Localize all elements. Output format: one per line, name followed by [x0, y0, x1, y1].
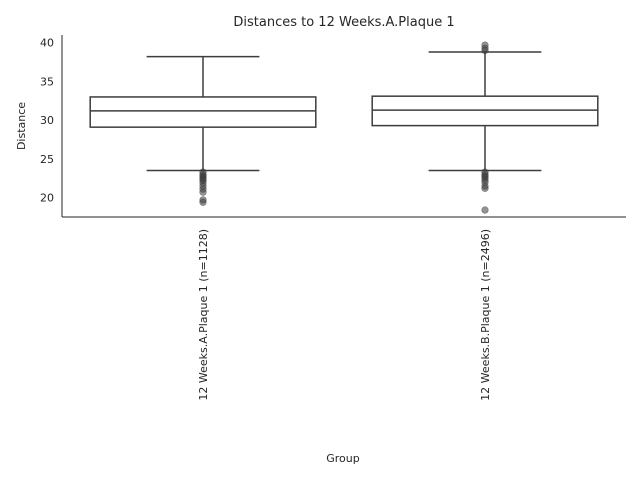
chart-title: Distances to 12 Weeks.A.Plaque 1 — [233, 15, 454, 30]
y-tick-label: 30 — [40, 114, 54, 127]
y-tick-label: 35 — [40, 75, 54, 88]
x-tick-label: 12 Weeks.B.Plaque 1 (n=2496) — [479, 229, 492, 401]
y-tick-label: 20 — [40, 192, 54, 205]
y-axis: 20 25 30 35 40 — [40, 35, 63, 217]
box-iqr — [89, 96, 317, 128]
outlier-point — [481, 206, 489, 214]
x-tick-label: 12 Weeks.A.Plaque 1 (n=1128) — [197, 229, 210, 401]
y-tick-label: 25 — [40, 153, 54, 166]
outlier-point — [481, 184, 489, 192]
y-axis-label: Distance — [15, 102, 28, 150]
box-group — [89, 55, 317, 206]
y-tick-label: 40 — [40, 37, 54, 50]
outlier-point — [199, 198, 207, 206]
outlier-point — [481, 41, 489, 49]
box-group — [371, 41, 599, 214]
x-axis: 12 Weeks.A.Plaque 1 (n=1128) 12 Weeks.B.P… — [62, 216, 626, 401]
boxes-layer — [89, 41, 599, 214]
outlier-point — [199, 188, 207, 196]
box-iqr — [371, 95, 599, 127]
x-axis-label: Group — [326, 452, 360, 465]
